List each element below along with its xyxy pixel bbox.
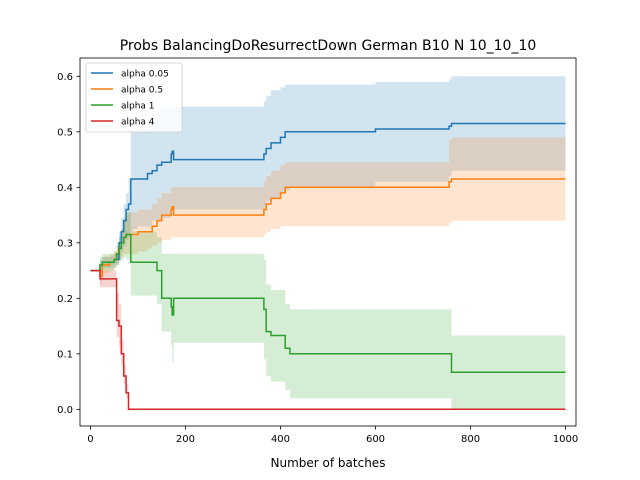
series-line-2 [90,233,566,373]
y-axis: 0.0 0.1 0.2 0.3 0.4 0.5 0.6 [57,72,80,416]
legend-box [85,62,183,133]
x-axis: 0 200 400 600 800 1000 [87,426,578,445]
x-tick-label: 800 [461,434,480,445]
legend-label: alpha 0.5 [121,86,163,96]
x-tick-label: 200 [176,434,195,445]
plot-area [79,57,577,427]
plot-frame [79,57,577,427]
x-tick-label: 400 [271,434,290,445]
y-tick-label: 0.1 [57,349,73,360]
legend-label: alpha 0.05 [121,70,169,80]
x-axis-label: Number of batches [271,456,386,470]
y-tick-label: 0.0 [57,405,73,416]
confidence-band-series-1 [90,137,566,285]
legend: alpha 0.05 alpha 0.5 alpha 1 alpha 4 [85,62,183,133]
legend-label: alpha 4 [121,118,155,128]
y-tick-label: 0.3 [57,238,73,249]
chart-title: Probs BalancingDoResurrectDown German B1… [120,38,537,54]
series-line-0 [90,122,566,272]
y-tick-label: 0.2 [57,294,73,305]
y-tick-label: 0.4 [57,183,73,194]
x-tick-label: 1000 [553,434,578,445]
series-line-3 [90,269,566,411]
y-tick-label: 0.6 [57,72,73,83]
x-tick-label: 600 [366,434,385,445]
legend-label: alpha 1 [121,102,155,112]
confidence-band-series-2 [90,212,566,410]
x-tick-label: 0 [87,434,93,445]
confidence-band-series-0 [90,76,566,271]
y-tick-label: 0.5 [57,127,73,138]
